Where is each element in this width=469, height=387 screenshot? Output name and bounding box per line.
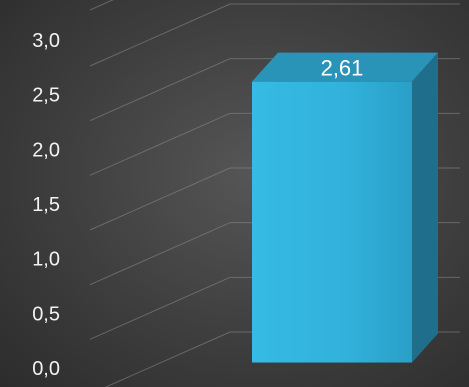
y-tick-label: 2,0 [32,139,60,161]
bar-data-label: 2,61 [321,56,364,81]
gridline-diagonal [89,167,231,231]
gridline-diagonal [104,331,231,387]
bar-front [252,81,412,363]
gridline-diagonal [89,58,231,122]
gridline-diagonal [89,3,231,67]
y-tick-label: 2,5 [32,85,60,107]
gridline-diagonal [89,0,114,11]
bars [252,52,438,363]
bar-top [252,52,438,82]
y-axis-tick-labels: 0,0 0,5 1,0 1,5 2,0 2,5 3,0 [32,30,60,380]
y-tick-label: 0,5 [32,303,60,325]
data-labels: 2,61 [321,56,364,81]
bar-side [412,52,438,363]
y-tick-label: 1,0 [32,249,60,271]
gridline-diagonal [89,112,231,176]
y-tick-label: 0,0 [32,358,60,380]
gridline-diagonal [89,222,231,286]
gridline-diagonal [89,276,231,340]
y-tick-label: 1,5 [32,194,60,216]
y-tick-label: 3,0 [32,30,60,52]
